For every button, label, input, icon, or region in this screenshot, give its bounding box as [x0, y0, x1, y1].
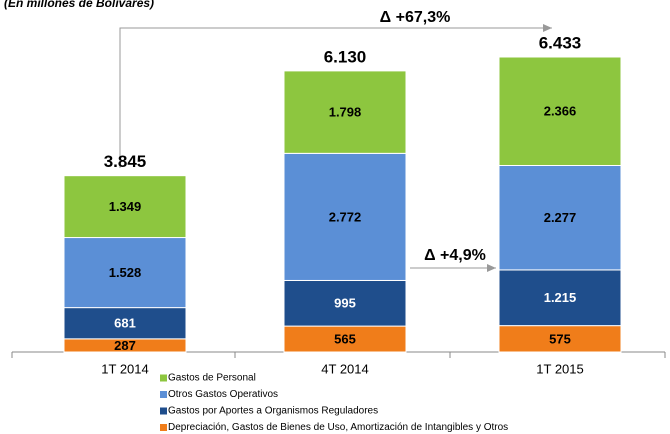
data-label: 2.366 — [544, 104, 577, 119]
bar-segment — [498, 164, 622, 271]
total-label: 6.130 — [324, 47, 367, 66]
data-label: 681 — [114, 316, 136, 331]
legend-swatch — [160, 374, 167, 382]
bar-segment — [283, 325, 407, 353]
annotation: Δ +67,3% — [380, 9, 451, 26]
bar-segment — [498, 56, 622, 166]
legend-swatch — [160, 391, 167, 398]
data-label: 1.798 — [329, 105, 362, 120]
legend-label: Otros Gastos Operativos — [168, 389, 278, 400]
bar-segment — [498, 325, 622, 353]
data-label: 1.528 — [109, 265, 142, 280]
total-label: 3.845 — [104, 152, 147, 171]
annotation: Δ +4,9% — [424, 247, 486, 264]
total-label: 6.433 — [539, 33, 582, 52]
legend-swatch — [160, 424, 167, 431]
x-tick-label: 1T 2015 — [536, 361, 583, 376]
subtitle: (En millones de Bolívares) — [4, 0, 154, 10]
data-label: 1.215 — [544, 290, 577, 305]
growth-arrow — [119, 24, 552, 168]
data-label: 575 — [549, 331, 571, 346]
data-label: 2.772 — [329, 209, 362, 224]
legend-swatch — [160, 407, 167, 415]
bar-segment — [283, 279, 407, 327]
bar-segment — [63, 237, 187, 309]
data-label: 995 — [334, 296, 356, 311]
data-label: 1.349 — [109, 199, 142, 214]
bar-segment — [498, 269, 622, 327]
data-label: 287 — [114, 338, 136, 353]
bar-segment — [283, 152, 407, 281]
bar-segment — [283, 70, 407, 154]
legend-label: Gastos de Personal — [168, 373, 256, 384]
x-tick-label: 1T 2014 — [101, 361, 148, 376]
legend-label: Gastos por Aportes a Organismos Regulado… — [168, 406, 378, 417]
bar-segment — [63, 175, 187, 239]
legend-label: Depreciación, Gastos de Bienes de Uso, A… — [168, 422, 508, 433]
data-label: 2.277 — [544, 210, 577, 225]
data-label: 565 — [334, 331, 356, 346]
x-tick-label: 4T 2014 — [321, 361, 368, 376]
